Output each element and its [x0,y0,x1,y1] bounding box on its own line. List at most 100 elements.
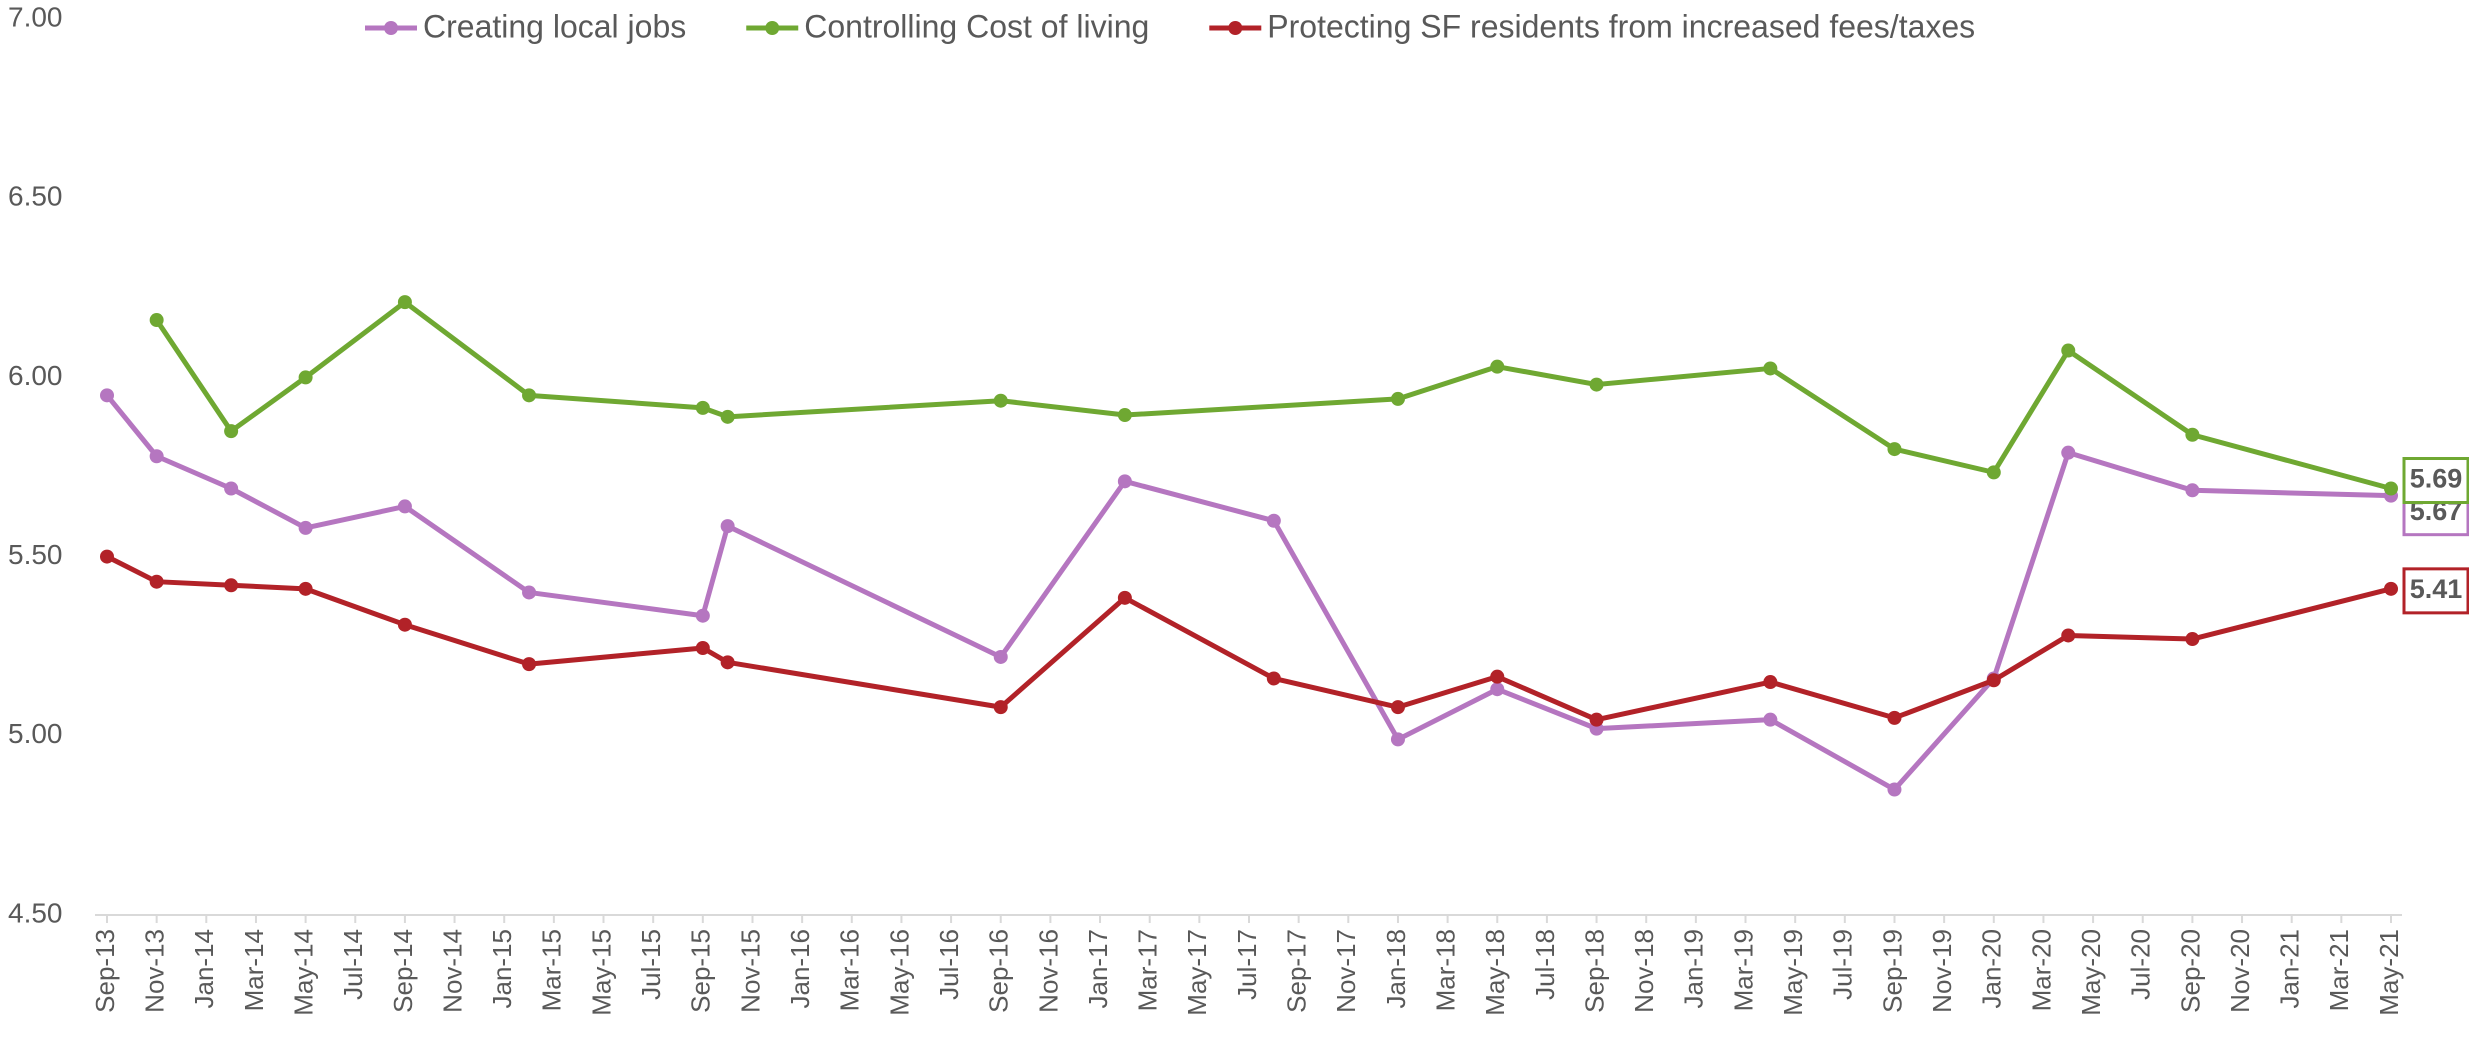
x-tick-label: Mar-21 [2324,929,2354,1011]
end-label-box [2402,567,2469,615]
y-tick-label: 7.00 [8,1,63,32]
x-tick-label: Nov-17 [1331,929,1361,1013]
point [224,424,239,439]
x-tick-label: May-14 [288,929,318,1016]
point [397,499,412,514]
x-tick-label: May-18 [1480,929,1510,1016]
legend-label: Protecting SF residents from increased f… [1267,8,1975,44]
point [695,400,710,415]
x-tick-label: Nov-16 [1033,929,1063,1013]
point [1763,712,1778,727]
x-tick-label: Jan-17 [1083,929,1113,1009]
x-tick-label: Jan-14 [189,929,219,1009]
x-tick-label: Nov-18 [1629,929,1659,1013]
legend-label: Controlling Cost of living [804,8,1149,44]
x-tick-label: Jul-17 [1232,929,1262,1000]
x-tick-label: Jan-19 [1679,929,1709,1009]
x-tick-label: Sep-18 [1579,929,1609,1013]
y-tick-label: 5.00 [8,718,63,749]
point [1117,474,1132,489]
point [1266,513,1281,528]
point [1390,700,1405,715]
point [1490,682,1505,697]
legend-item: Protecting SF residents from increased f… [1209,8,1975,44]
point [1117,408,1132,423]
series-line [154,299,2392,491]
x-tick-label: Sep-13 [90,929,120,1013]
legend-marker [1228,21,1243,35]
point [1490,669,1505,684]
x-tick-label: Jan-16 [785,929,815,1009]
x-tick-label: Jul-18 [1530,929,1560,1000]
x-tick-label: Jan-20 [1977,929,2007,1009]
x-tick-label: Nov-13 [140,929,170,1013]
point [1117,590,1132,605]
point [1887,782,1902,797]
point [522,585,537,600]
point [1986,673,2001,688]
point [2185,632,2200,647]
x-tick-label: Jul-14 [338,929,368,1000]
legend-item: Creating local jobs [365,8,686,44]
point [2384,481,2398,496]
x-tick-label: Jan-21 [2275,929,2305,1009]
x-tick-label: Mar-16 [835,929,865,1011]
point [522,388,537,403]
legend-marker [765,21,780,35]
x-tick-label: Jul-19 [1828,929,1858,1000]
point [720,655,735,670]
point [695,608,710,623]
point [720,409,735,424]
point [397,617,412,632]
y-tick-label: 4.50 [8,897,63,928]
legend-marker [384,21,398,35]
series-line [105,393,2392,793]
point [298,520,313,535]
x-tick-label: Mar-17 [1133,929,1163,1011]
point [298,581,313,596]
point [1887,442,1902,457]
x-tick-label: Mar-19 [1728,929,1758,1011]
x-tick-label: Jan-15 [487,929,517,1009]
y-tick-label: 5.50 [8,539,63,570]
end-label-box [2402,457,2469,505]
point [2185,483,2200,498]
point [149,574,164,589]
x-tick-label: Sep-17 [1282,929,1312,1013]
point [2061,445,2076,460]
x-tick-label: Jul-15 [636,929,666,1000]
x-tick-label: May-17 [1182,929,1212,1016]
point [993,700,1008,715]
x-tick-label: Sep-16 [984,929,1014,1013]
point [298,370,313,385]
point [1986,465,2001,480]
point [100,549,114,564]
point [224,481,239,496]
point [993,393,1008,408]
y-tick-label: 6.50 [8,181,63,212]
x-tick-label: Mar-15 [537,929,567,1011]
point [2061,628,2076,643]
x-tick-label: May-16 [884,929,914,1016]
x-tick-label: May-15 [586,929,616,1016]
point [1390,732,1405,747]
point [397,295,412,310]
x-tick-label: May-19 [1778,929,1808,1016]
point [2185,427,2200,442]
point [1763,361,1778,376]
x-tick-label: Nov-19 [1927,929,1957,1013]
x-tick-label: Nov-14 [437,929,467,1013]
point [993,649,1008,664]
x-tick-label: Nov-20 [2225,929,2255,1013]
x-tick-label: Nov-15 [735,929,765,1013]
point [695,640,710,655]
x-tick-label: May-21 [2374,929,2404,1016]
point [1589,712,1604,727]
point [1589,377,1604,392]
x-tick-label: Mar-14 [239,929,269,1011]
x-tick-label: Mar-18 [1430,929,1460,1011]
point [2061,343,2076,358]
point [1763,675,1778,690]
point [149,313,164,328]
